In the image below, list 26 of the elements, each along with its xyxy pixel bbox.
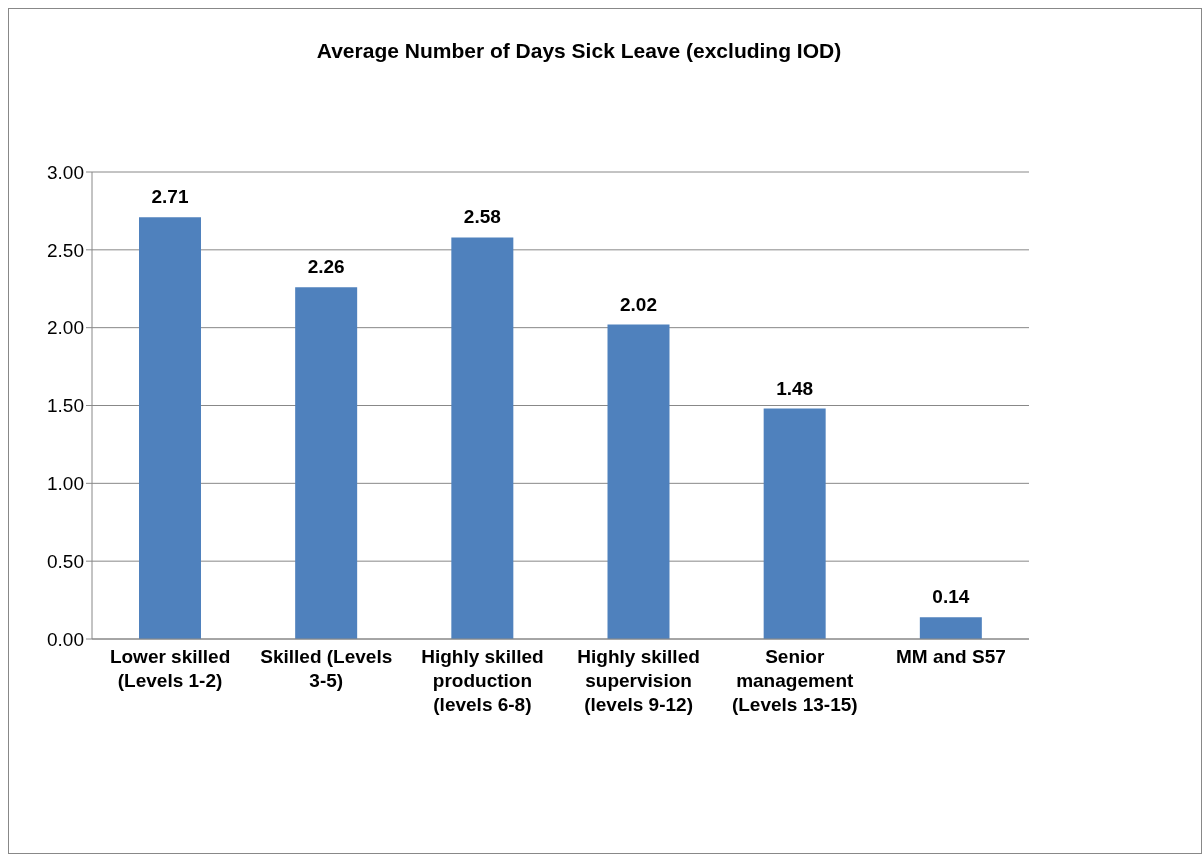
data-label: 1.48 (776, 377, 814, 399)
y-tick-label: 2.00 (47, 317, 84, 339)
chart-title: Average Number of Days Sick Leave (excluding IOD) (315, 39, 843, 63)
bar (607, 324, 670, 639)
y-tick-label: 3.00 (47, 161, 84, 183)
data-label: 2.71 (151, 186, 189, 208)
x-tick-label: Highly skilled supervision (levels 9-12) (577, 646, 700, 715)
data-label: 2.58 (463, 206, 501, 228)
data-label: 2.26 (307, 256, 345, 278)
y-tick-label: 2.50 (47, 239, 84, 261)
x-tick-label: Skilled (Levels 3-5) (260, 646, 393, 691)
x-tick-label: Highly skilled production (levels 6-8) (421, 646, 544, 715)
bar (451, 237, 514, 639)
bar (295, 287, 358, 639)
y-tick-label: 0.00 (47, 628, 84, 650)
y-tick-label: 1.00 (47, 473, 84, 495)
bar (919, 617, 982, 639)
x-tick-label: Senior management (Levels 13-15) (731, 646, 858, 715)
bar (763, 408, 826, 639)
x-tick-label: Lower skilled (Levels 1-2) (109, 646, 231, 691)
y-tick-label: 0.50 (47, 550, 84, 572)
x-tick-label: MM and S57 (896, 646, 1006, 667)
y-tick-label: 1.50 (47, 395, 84, 417)
data-label: 2.02 (620, 293, 657, 315)
bar (139, 217, 201, 639)
data-label: 0.14 (932, 586, 970, 608)
